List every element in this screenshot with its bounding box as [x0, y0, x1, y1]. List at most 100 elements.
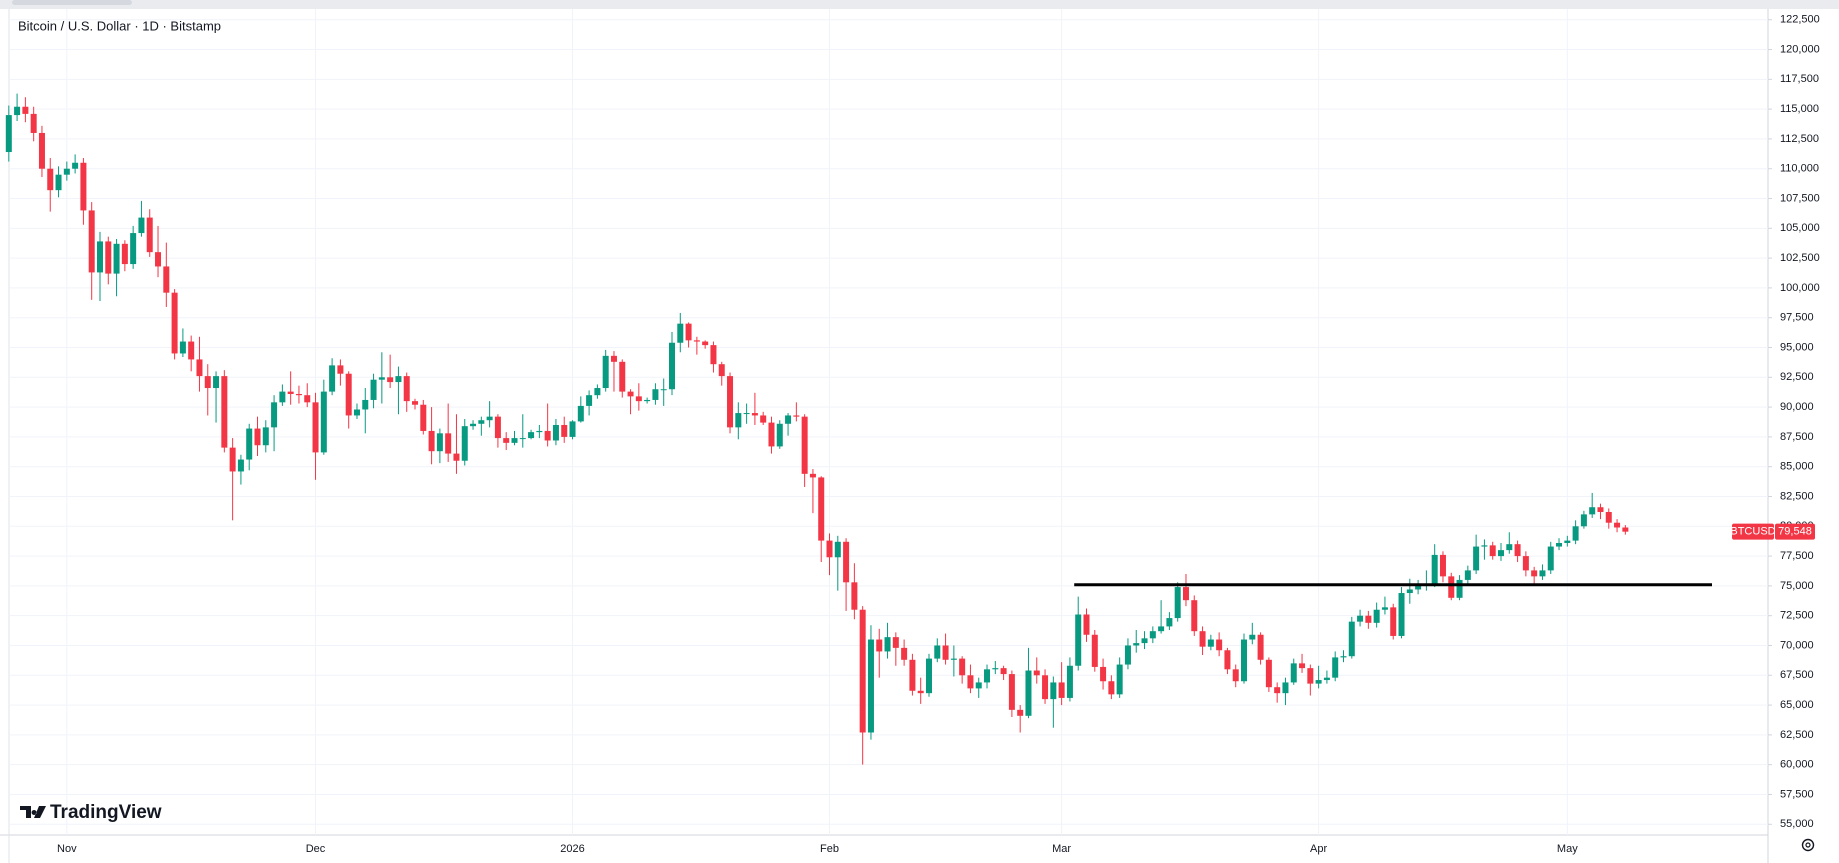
candle-body [1348, 621, 1355, 657]
candle-body [685, 323, 692, 341]
candle-body [1605, 511, 1612, 523]
candle-body [801, 416, 808, 474]
gear-core[interactable] [1805, 842, 1811, 848]
candle-body [1622, 527, 1629, 532]
candle-body [312, 402, 319, 453]
candle-body [1307, 668, 1314, 684]
candle-body [834, 541, 841, 558]
candle-body [528, 432, 535, 439]
candle-body [760, 415, 767, 423]
settings-icon[interactable] [1801, 838, 1815, 852]
candle-body [1149, 631, 1156, 639]
candle-body [635, 396, 642, 402]
candle-body [743, 413, 750, 415]
candle-body [1290, 663, 1297, 683]
candle-body [669, 342, 675, 390]
candle-body [14, 106, 21, 116]
candle-body [1556, 542, 1563, 547]
candle-body [867, 639, 874, 733]
candle-body [909, 659, 916, 691]
y-tick-label: 115,000 [1780, 103, 1819, 115]
candle-body [1506, 544, 1513, 551]
y-tick-label: 60,000 [1780, 759, 1814, 771]
top-strip [0, 0, 1839, 9]
candle-body [146, 217, 153, 253]
candle-body [370, 379, 377, 400]
candle-body [1224, 650, 1231, 670]
candle-body [1489, 545, 1496, 557]
candle-body [1066, 665, 1073, 698]
candle-body [378, 377, 385, 380]
candle-body [38, 132, 45, 169]
candle-body [1025, 670, 1032, 716]
candle-body [1042, 675, 1049, 700]
candle-body [320, 391, 327, 453]
y-tick-label: 65,000 [1780, 699, 1814, 711]
y-tick-label: 92,500 [1780, 371, 1814, 383]
candle-body [1365, 615, 1372, 623]
candle-body [1166, 618, 1173, 627]
candle-body [113, 243, 120, 274]
candle-body [751, 413, 758, 416]
candle-body [768, 422, 775, 447]
candle-body [917, 690, 924, 694]
y-tick-label: 85,000 [1780, 461, 1814, 473]
candle-body [884, 637, 891, 652]
candle-body [387, 377, 394, 383]
candle-body [1207, 639, 1214, 647]
candle-body [22, 106, 29, 114]
candle-body [561, 424, 568, 437]
candle-body [892, 637, 899, 648]
candle-body [519, 438, 526, 440]
candle-body [934, 645, 941, 659]
candle-body [1315, 680, 1322, 684]
candle-body [171, 292, 178, 354]
gear[interactable] [1801, 838, 1815, 852]
candle-body [436, 433, 443, 452]
y-tick-label: 70,000 [1780, 639, 1814, 651]
candle-body [1439, 554, 1446, 577]
candle-body [329, 365, 336, 392]
x-tick-label: 2026 [560, 843, 584, 855]
candle-body [967, 675, 974, 689]
candle-body [1514, 544, 1521, 557]
candle-body [544, 430, 551, 441]
candle-body [1182, 587, 1189, 601]
candle-body [818, 477, 825, 541]
candle-body [461, 426, 468, 461]
candle-body [826, 540, 833, 558]
candle-body [984, 669, 991, 683]
tab [12, 0, 132, 5]
y-tick-label: 100,000 [1780, 282, 1820, 294]
candle-body [776, 423, 783, 447]
candle-body [188, 341, 195, 360]
y-tick-label: 102,500 [1780, 252, 1820, 264]
candle-body [1323, 677, 1330, 681]
candle-body [63, 168, 70, 175]
candle-body [702, 341, 709, 346]
candle-body [1531, 570, 1538, 577]
candle-body [478, 420, 485, 424]
candle-body [155, 252, 162, 267]
candle-body [428, 430, 435, 452]
y-tick-label: 55,000 [1780, 818, 1814, 830]
candle-body [1141, 638, 1148, 644]
candle-body [809, 473, 816, 478]
candle-body [412, 401, 419, 405]
y-tick-label: 87,500 [1780, 431, 1814, 443]
candle-body [130, 233, 137, 265]
candle-body [163, 266, 170, 293]
candle-body [1257, 634, 1264, 660]
candle-body [959, 658, 966, 676]
y-tick-label: 57,500 [1780, 788, 1814, 800]
y-tick-label: 107,500 [1780, 192, 1820, 204]
candle-body [1464, 570, 1471, 580]
candle-body [1000, 668, 1007, 675]
candle-body [992, 668, 999, 670]
candle-body [925, 658, 932, 694]
candle-body [1547, 546, 1554, 571]
candle-body [279, 391, 286, 403]
candle-body [735, 413, 742, 428]
symbol-tag [1732, 523, 1774, 540]
y-tick-label: 82,500 [1780, 490, 1814, 502]
